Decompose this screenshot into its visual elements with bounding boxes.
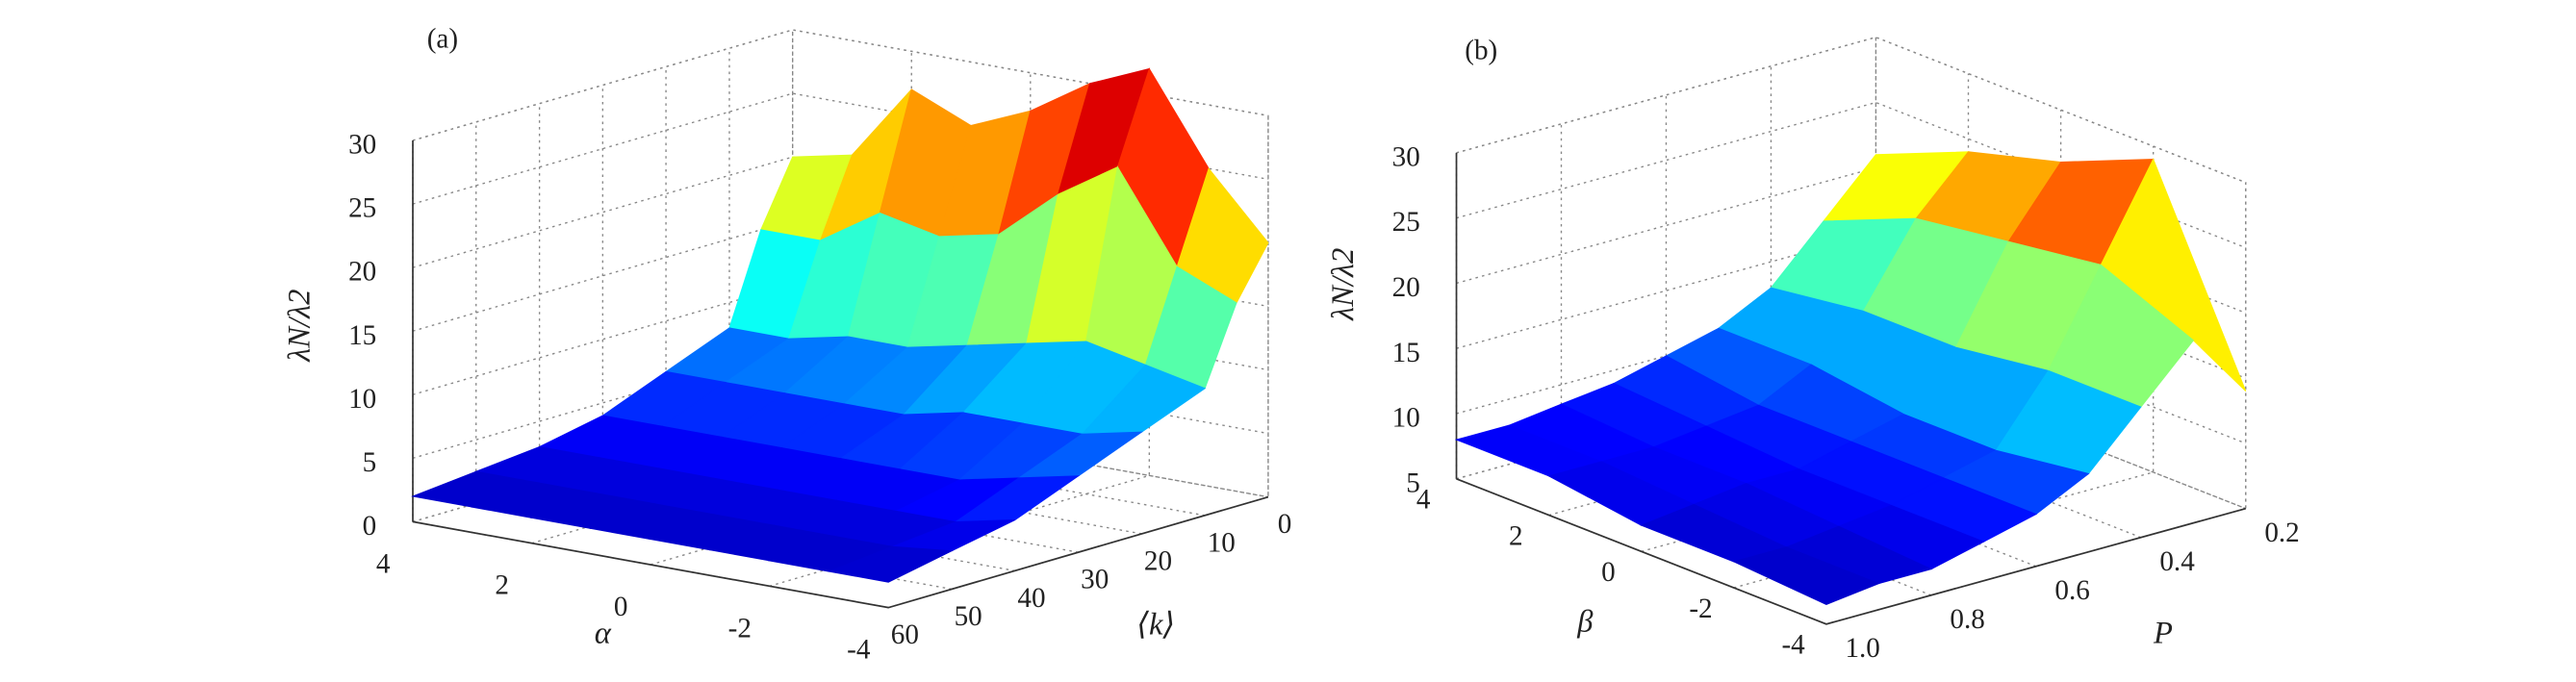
z-tick-label: 30 [348, 130, 376, 161]
floor-axes [1456, 477, 2247, 625]
x-axis-title: β [1576, 604, 1594, 639]
y-tick-label: 40 [1017, 583, 1045, 614]
z-tick-label: 10 [1392, 403, 1420, 434]
y-axis-title: ⟨k⟩ [1136, 608, 1175, 643]
x-tick-label: 4 [1416, 484, 1431, 515]
y-tick-label: 50 [955, 601, 982, 632]
y-tick-label: 0.2 [2264, 518, 2299, 548]
x-tick-label: -4 [1781, 630, 1805, 661]
y-tick-label: 0.4 [2159, 546, 2195, 577]
y-tick-label: 10 [1208, 527, 1236, 558]
y-tick-label: 0.6 [2054, 575, 2089, 606]
z-tick-label: 30 [1392, 141, 1420, 172]
x-tick-label: 2 [1509, 520, 1523, 551]
z-axis-title: λN/λ2 [283, 290, 318, 363]
x-tick-label: 2 [495, 570, 509, 601]
panel-label: (b) [1465, 36, 1497, 66]
x-tick-label: -2 [1689, 594, 1712, 624]
y-tick-label: 20 [1144, 546, 1172, 577]
y-tick-label: 30 [1081, 565, 1109, 595]
x-axis-title: α [595, 616, 612, 650]
surface-patch [827, 545, 954, 583]
z-tick-label: 5 [363, 447, 377, 478]
z-tick-label: 20 [348, 257, 376, 288]
x-tick-label: 0 [614, 592, 628, 622]
floor-axes [412, 495, 1269, 609]
z-tick-label: 0 [363, 511, 377, 542]
y-tick-label: 1.0 [1845, 633, 1879, 664]
z-tick-label: 10 [348, 384, 376, 415]
z-tick-label: 25 [1392, 207, 1420, 238]
x-tick-label: -2 [728, 613, 752, 644]
z-tick-label: 15 [348, 320, 376, 351]
z-axis-title: λN/λ2 [1326, 248, 1361, 321]
z-tick-label: 20 [1392, 272, 1420, 303]
z-tick-label: 5 [1406, 467, 1420, 498]
x-tick-label: 0 [1601, 557, 1616, 588]
x-tick-label: -4 [847, 635, 871, 666]
surface-patch [1732, 546, 1880, 605]
y-axis-title: P [2153, 616, 2173, 650]
x-tick-label: 4 [376, 548, 391, 579]
panel-label: (a) [427, 24, 458, 55]
y-tick-label: 60 [891, 619, 919, 650]
z-tick-label: 15 [1392, 338, 1420, 368]
y-tick-label: 0.8 [1950, 604, 1984, 635]
z-tick-label: 25 [348, 193, 376, 224]
y-tick-label: 0 [1278, 509, 1292, 540]
